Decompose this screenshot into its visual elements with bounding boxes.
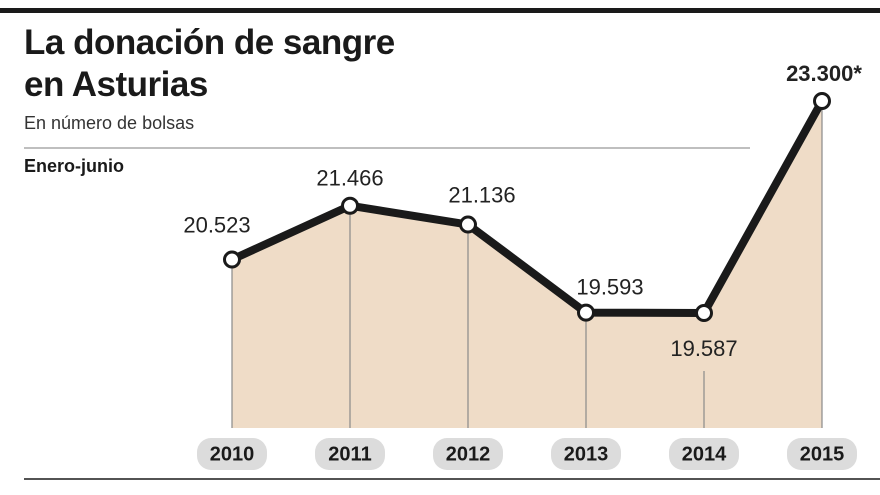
category-pill [669, 438, 739, 470]
top-rule [0, 8, 880, 13]
category-pill [433, 438, 503, 470]
x-tick-label: 2010 [210, 443, 255, 465]
point [577, 303, 595, 322]
x-tick-label: 2013 [564, 443, 609, 465]
point [223, 250, 241, 269]
x-tick-label: 2015 [800, 443, 845, 465]
value-label: 23.300* [786, 61, 862, 86]
value-label: 20.523 [183, 212, 250, 237]
point [695, 304, 713, 322]
point [341, 196, 359, 215]
point [459, 215, 477, 234]
x-tick-label: 2011 [328, 443, 371, 465]
period-label: Enero-junio [24, 156, 124, 176]
category-pill [787, 438, 857, 470]
category-pill [551, 438, 621, 470]
value-label: 21.466 [316, 166, 383, 191]
x-tick-label: 2012 [446, 443, 491, 465]
x-tick-label: 2014 [682, 443, 727, 465]
area [232, 101, 822, 428]
chart-title: La donación de sangre en Asturias [24, 23, 395, 104]
point [813, 92, 831, 110]
chart-subtitle: En número de bolsas [24, 113, 195, 133]
value-label: 21.136 [448, 182, 515, 207]
category-pill [315, 438, 385, 470]
category-pill [197, 438, 267, 470]
value-label: 19.587 [670, 336, 737, 361]
line [230, 99, 826, 317]
value-label: 19.593 [576, 274, 643, 299]
